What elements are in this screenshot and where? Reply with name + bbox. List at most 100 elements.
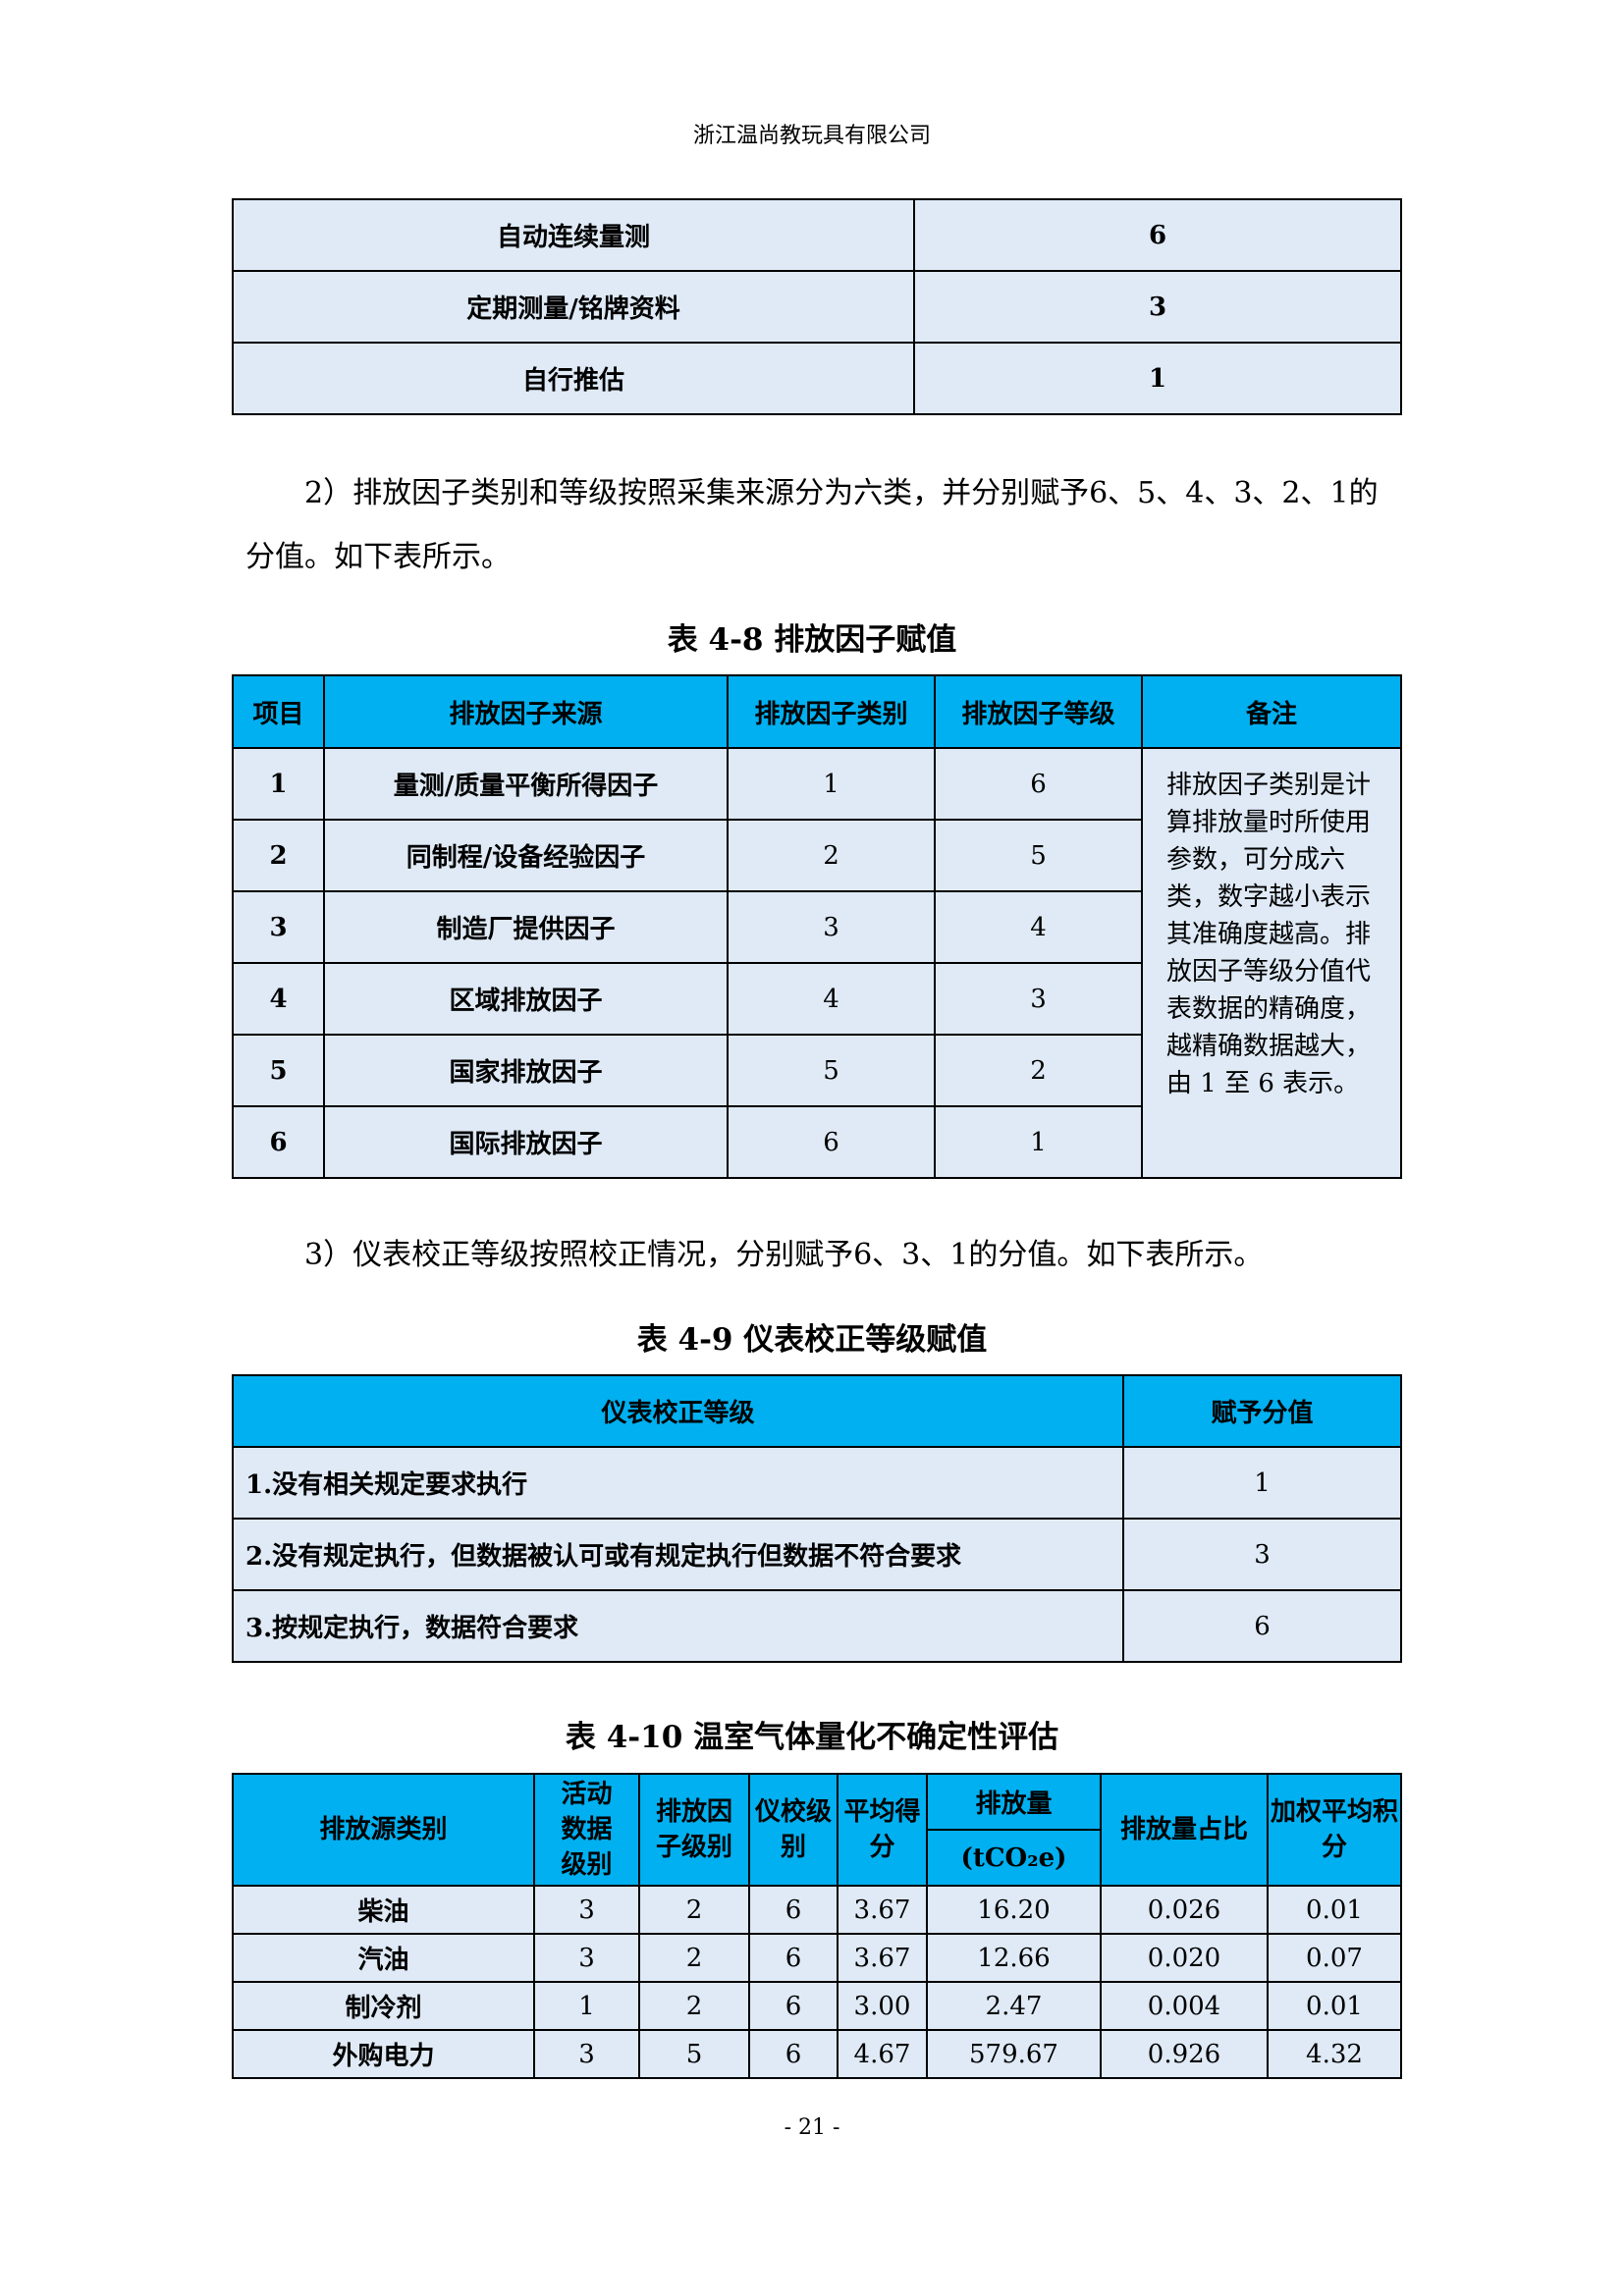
- table-row: 6 国际排放因子 6 1: [232, 1105, 1401, 1179]
- table-row: 外购电力 3 5 6 4.67 579.67 0.926 4.32: [232, 2029, 1402, 2079]
- column-header: 加权平均积分: [1267, 1773, 1402, 1887]
- table-cell: 0.026: [1100, 1885, 1269, 1935]
- column-header: 排放源类别: [232, 1773, 535, 1887]
- table-row: 制冷剂 1 2 6 3.00 2.47 0.004 0.01: [232, 1981, 1402, 2031]
- table-cell: 国际排放因子: [323, 1105, 729, 1179]
- cell-score: 6: [913, 198, 1402, 272]
- table-cell: 6: [748, 1933, 839, 1983]
- header-row: (tCO₂e): [233, 1829, 1401, 1887]
- table-cell: 同制程/设备经验因子: [323, 819, 729, 892]
- table-cell: 4.32: [1267, 2029, 1402, 2079]
- table-cell: 3: [934, 962, 1143, 1036]
- cell-score: 3: [1122, 1518, 1402, 1591]
- table-cell: 3: [533, 2029, 640, 2079]
- table-row: 4 区域排放因子 4 3: [232, 962, 1401, 1036]
- table-row: 2 同制程/设备经验因子 2 5: [232, 819, 1401, 892]
- table-cell: 6: [934, 747, 1143, 821]
- cell-score: 3: [913, 270, 1402, 344]
- table-cell: 2: [638, 1885, 750, 1935]
- table-cell: 2: [934, 1034, 1143, 1107]
- column-header: 平均得分: [837, 1773, 928, 1887]
- table-row: 自动连续量测 6: [232, 198, 1402, 272]
- table-cell: 3: [533, 1933, 640, 1983]
- table-cell: 3: [232, 890, 325, 964]
- table-row: 1.没有相关规定要求执行 1: [232, 1446, 1402, 1520]
- table-cell: 0.01: [1267, 1885, 1402, 1935]
- column-header: 排放量: [926, 1773, 1102, 1831]
- table-row: 2.没有规定执行，但数据被认可或有规定执行但数据不符合要求 3: [232, 1518, 1402, 1591]
- table-row: 3.按规定执行，数据符合要求 6: [232, 1589, 1402, 1663]
- table-cell: 4.67: [837, 2029, 928, 2079]
- table-4-10: 排放源类别 活动数据级别 排放因子级别 仪校级别 平均得分 排放量 排放量占比 加权平均积分(…: [232, 1773, 1402, 2079]
- table-cell: 0.004: [1100, 1981, 1269, 2031]
- table-data-sources: 自动连续量测 6 定期测量/铭牌资料 3 自行推估 1: [232, 198, 1402, 415]
- table-4-10-title: 表 4-10 温室气体量化不确定性评估: [565, 1720, 1059, 1755]
- column-header: 排放因子等级: [934, 674, 1143, 749]
- column-header: 仪校级别: [748, 1773, 839, 1887]
- table-cell: 3.67: [837, 1885, 928, 1935]
- table-cell: 6: [727, 1105, 936, 1179]
- column-header-unit: (tCO₂e): [926, 1829, 1102, 1887]
- table-cell: 量测/质量平衡所得因子: [323, 747, 729, 821]
- table-cell: 1: [934, 1105, 1143, 1179]
- table-cell: 3.00: [837, 1981, 928, 2031]
- table-cell: 2: [638, 1933, 750, 1983]
- cell-score: 1: [1122, 1446, 1402, 1520]
- column-header: 活动数据级别: [533, 1773, 640, 1887]
- table-cell: 6: [748, 1885, 839, 1935]
- column-header: 排放量占比: [1100, 1773, 1269, 1887]
- table-row: 柴油 3 2 6 3.67 16.20 0.026 0.01: [232, 1885, 1402, 1935]
- table-cell: 5: [727, 1034, 936, 1107]
- table-cell: 3.67: [837, 1933, 928, 1983]
- table-cell: 3: [533, 1885, 640, 1935]
- table-cell: 制造厂提供因子: [323, 890, 729, 964]
- table-row: 定期测量/铭牌资料 3: [232, 270, 1402, 344]
- table-cell: 6: [748, 2029, 839, 2079]
- table-4-9-title: 表 4-9 仪表校正等级赋值: [636, 1322, 988, 1358]
- table-cell: 4: [727, 962, 936, 1036]
- table-cell: 5: [232, 1034, 325, 1107]
- table-cell: 国家排放因子: [323, 1034, 729, 1107]
- table-cell: 4: [934, 890, 1143, 964]
- table-row: 3 制造厂提供因子 3 4: [232, 890, 1401, 964]
- table-row: 汽油 3 2 6 3.67 12.66 0.020 0.07: [232, 1933, 1402, 1983]
- column-header: 赋予分值: [1122, 1374, 1402, 1448]
- cell-method: 自动连续量测: [232, 198, 915, 272]
- table-cell: 外购电力: [232, 2029, 535, 2079]
- table-cell: 4: [232, 962, 325, 1036]
- table-cell: 0.020: [1100, 1933, 1269, 1983]
- table-cell: 3: [727, 890, 936, 964]
- column-header: 仪表校正等级: [232, 1374, 1124, 1448]
- table-cell: 6: [748, 1981, 839, 2031]
- cell-method: 定期测量/铭牌资料: [232, 270, 915, 344]
- table-cell: 5: [638, 2029, 750, 2079]
- table-4-8: 项目 排放因子来源 排放因子类别 排放因子等级 备注 1 量测/质量平衡所得因子 1 6 排放因子…: [232, 674, 1402, 1179]
- table-4-9: 仪表校正等级 赋予分值 1.没有相关规定要求执行 1 2.没有规定执行，但数据被认可或有…: [232, 1374, 1402, 1663]
- column-header: 排放因子来源: [323, 674, 729, 749]
- table-cell: 0.07: [1267, 1933, 1402, 1983]
- paragraph-3: 3）仪表校正等级按照校正情况，分别赋予6、3、1的分值。如下表所示。: [304, 1238, 1264, 1272]
- table-cell: 12.66: [926, 1933, 1102, 1983]
- page-number: - 21 -: [784, 2115, 840, 2140]
- table-row: 5 国家排放因子 5 2: [232, 1034, 1401, 1107]
- column-header: 排放因子类别: [727, 674, 936, 749]
- cell-level: 3.按规定执行，数据符合要求: [232, 1589, 1124, 1663]
- table-cell: 2: [638, 1981, 750, 2031]
- cell-level: 1.没有相关规定要求执行: [232, 1446, 1124, 1520]
- note-cell: 排放因子类别是计算排放量时所使用参数，可分成六类，数字越小表示其准确度越高。排放…: [1141, 747, 1402, 1179]
- table-cell: 2.47: [926, 1981, 1102, 2031]
- table-cell: 制冷剂: [232, 1981, 535, 2031]
- cell-score: 6: [1122, 1589, 1402, 1663]
- paragraph-2: 2）排放因子类别和等级按照采集来源分为六类，并分别赋予6、5、4、3、2、1的分…: [245, 476, 1379, 574]
- table-cell: 1: [232, 747, 325, 821]
- column-header: 项目: [232, 674, 325, 749]
- table-cell: 6: [232, 1105, 325, 1179]
- table-row: 1 量测/质量平衡所得因子 1 6 排放因子类别是计算排放量时所使用参数，可分成六类，数…: [232, 747, 1402, 1179]
- header-row: 排放源类别 活动数据级别 排放因子级别 仪校级别 平均得分 排放量 排放量占比 加权平均积分: [232, 1773, 1402, 1887]
- table-cell: 2: [232, 819, 325, 892]
- table-cell: 柴油: [232, 1885, 535, 1935]
- column-header: 排放因子级别: [638, 1773, 750, 1887]
- table-cell: 汽油: [232, 1933, 535, 1983]
- page-header: 浙江温尚教玩具有限公司: [692, 124, 931, 148]
